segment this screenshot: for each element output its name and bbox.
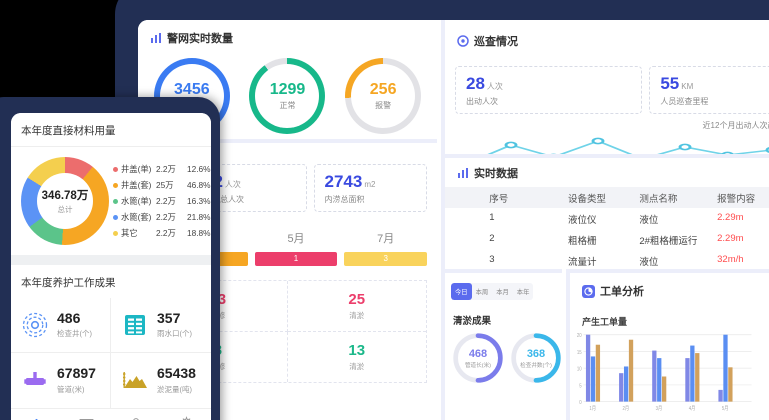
- svg-text:5: 5: [579, 383, 582, 390]
- svg-text:4月: 4月: [689, 404, 696, 412]
- svg-text:0: 0: [579, 400, 582, 407]
- svg-text:3月: 3月: [656, 404, 663, 412]
- svg-text:10: 10: [577, 366, 582, 373]
- svg-text:20: 20: [577, 333, 582, 340]
- svg-text:5月: 5月: [722, 404, 729, 412]
- svg-text:15: 15: [577, 349, 582, 356]
- svg-text:2月: 2月: [622, 404, 629, 412]
- svg-text:1月: 1月: [589, 404, 596, 412]
